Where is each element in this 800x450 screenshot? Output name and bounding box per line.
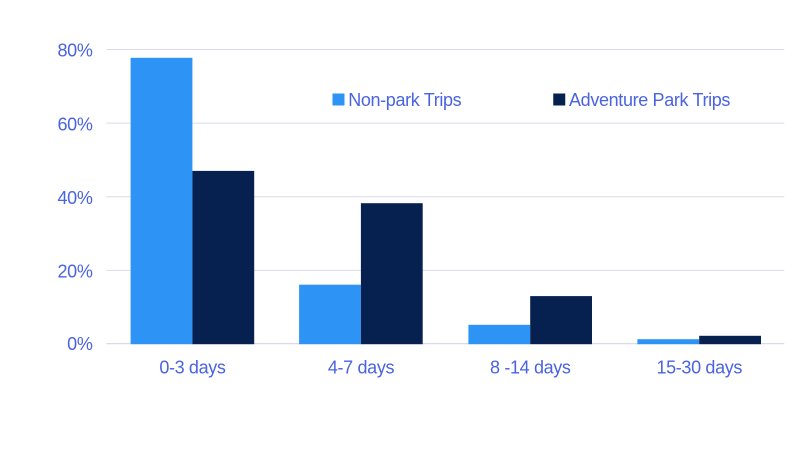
svg-text:60%: 60% [58,114,93,134]
svg-text:4-7 days: 4-7 days [328,358,395,378]
svg-text:0%: 0% [67,334,93,354]
svg-text:8 -14 days: 8 -14 days [490,358,571,378]
svg-text:80%: 80% [58,41,93,61]
svg-text:40%: 40% [58,188,93,208]
svg-text:20%: 20% [58,262,93,282]
svg-text:15-30 days: 15-30 days [656,358,742,378]
svg-text:Adventure Park Trips: Adventure Park Trips [569,90,730,110]
svg-text:Non-park Trips: Non-park Trips [348,90,461,110]
svg-text:0-3 days: 0-3 days [159,358,226,378]
